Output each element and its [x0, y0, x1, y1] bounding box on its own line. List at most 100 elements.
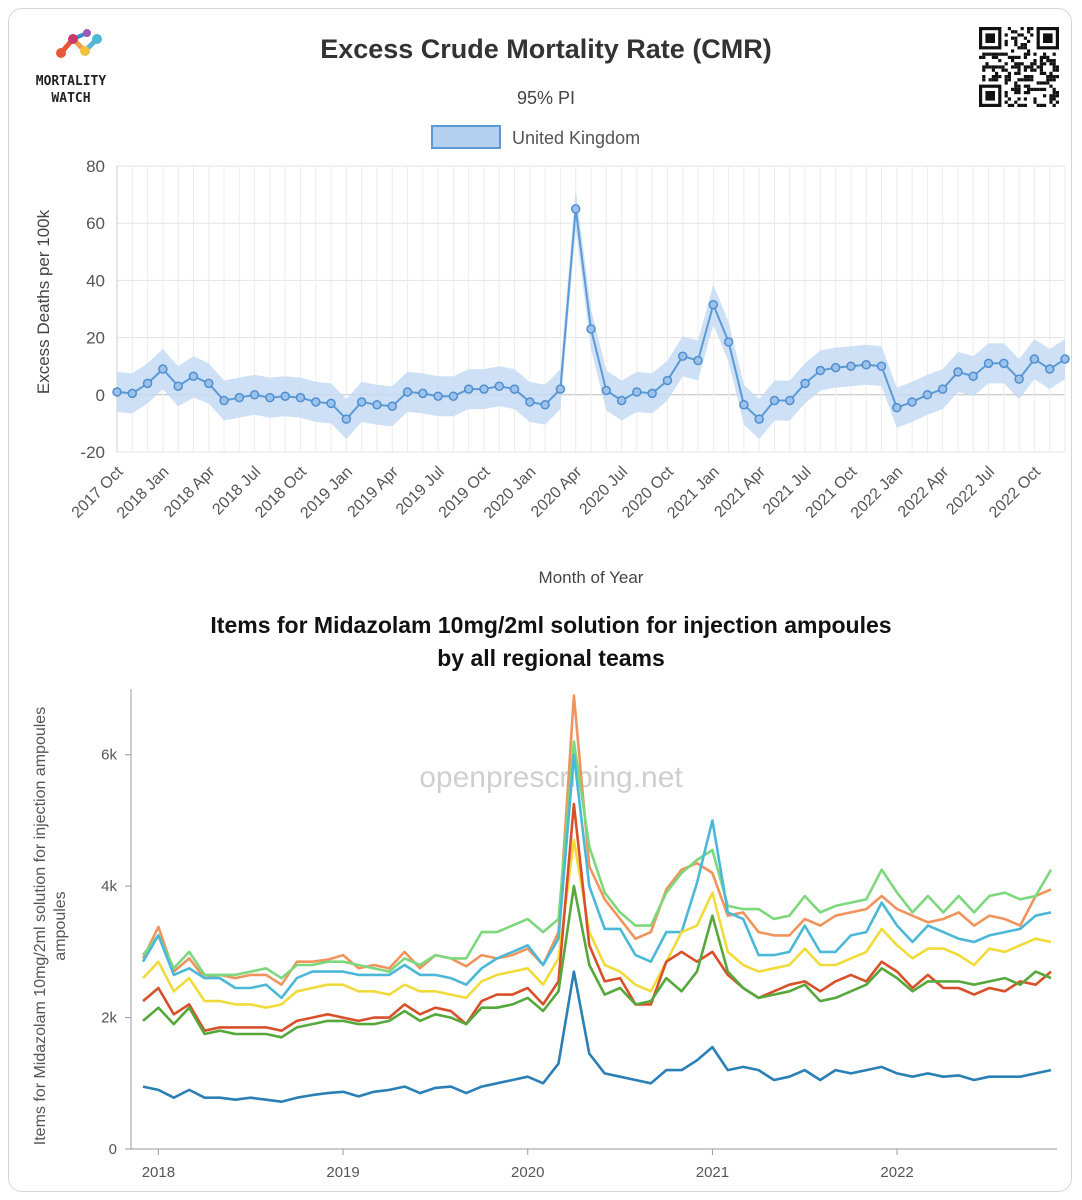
cmr-data-point[interactable] [463, 384, 474, 394]
cmr-data-point[interactable] [892, 402, 902, 413]
cmr-data-point[interactable] [326, 398, 336, 409]
cmr-data-point[interactable] [479, 384, 489, 394]
cmr-data-point[interactable] [846, 361, 856, 371]
cmr-data-point[interactable] [265, 392, 275, 403]
midazolam-x-tick-labels: 2018 2019 2020 2021 2022 [142, 1164, 914, 1181]
cmr-data-point[interactable] [494, 381, 505, 391]
qr-module [1017, 62, 1021, 66]
cmr-data-point[interactable] [815, 365, 826, 376]
qr-module [1014, 100, 1018, 104]
cmr-data-point[interactable] [249, 390, 260, 400]
cmr-data-point[interactable] [769, 395, 780, 406]
cmr-data-point[interactable] [142, 378, 153, 389]
cmr-data-point[interactable] [800, 378, 810, 389]
cmr-data-point[interactable] [937, 384, 948, 394]
cmr-data-point[interactable] [922, 390, 933, 400]
qr-module [1052, 97, 1056, 101]
cmr-prediction-interval-band [117, 188, 1065, 440]
qr-module [1020, 43, 1024, 47]
cmr-data-point[interactable] [418, 388, 428, 399]
cmr-data-point[interactable] [1029, 354, 1040, 364]
cmr-data-point[interactable] [433, 391, 443, 401]
cmr-data-point[interactable] [570, 204, 581, 214]
cmr-data-point[interactable] [387, 401, 397, 411]
qr-module [1043, 87, 1047, 91]
qr-module [998, 59, 1002, 63]
cmr-data-point[interactable] [999, 358, 1009, 369]
cmr-data-point[interactable] [402, 387, 413, 397]
cmr-data-point[interactable] [754, 414, 764, 424]
cmr-data-point[interactable] [173, 381, 183, 391]
cmr-data-point[interactable] [968, 371, 979, 381]
cmr-data-point[interactable] [953, 367, 963, 377]
cmr-data-point[interactable] [1044, 364, 1055, 374]
cmr-data-point[interactable] [662, 375, 673, 386]
midazolam-series-line-2[interactable] [141, 740, 1053, 980]
cmr-data-point[interactable] [341, 414, 352, 424]
cmr-data-point[interactable] [219, 395, 229, 406]
qr-module [1017, 46, 1021, 50]
cmr-data-point[interactable] [861, 360, 871, 370]
cmr-data-point[interactable] [311, 397, 321, 407]
midazolam-series-lines [141, 694, 1053, 1103]
qr-module [1017, 84, 1021, 88]
qr-module [991, 55, 995, 59]
cmr-data-point[interactable] [280, 391, 290, 401]
midazolam-series-line-5[interactable] [142, 802, 1052, 1032]
qr-module [1020, 62, 1024, 66]
cmr-data-point[interactable] [907, 397, 917, 407]
cmr-data-point[interactable] [127, 388, 138, 399]
cmr-data-point[interactable] [785, 395, 795, 406]
cmr-data-point[interactable] [509, 384, 520, 394]
cmr-data-point[interactable] [830, 362, 841, 373]
cmr-data-point[interactable] [372, 400, 382, 410]
qr-module [1039, 81, 1043, 85]
cmr-data-point[interactable] [188, 371, 199, 381]
qr-module [1027, 75, 1031, 79]
cmr-data-point[interactable] [677, 351, 688, 361]
cmr-data-point[interactable] [356, 397, 367, 407]
cmr-data-point[interactable] [555, 384, 566, 394]
cmr-data-point[interactable] [876, 361, 887, 371]
qr-module [1023, 91, 1027, 95]
midazolam-series-line-6[interactable] [142, 884, 1052, 1039]
qr-module [995, 71, 999, 75]
qr-module [991, 75, 995, 79]
cmr-data-point[interactable] [601, 385, 612, 396]
cmr-data-point[interactable] [616, 395, 627, 406]
cmr-data-point[interactable] [448, 391, 459, 401]
cmr-data-point[interactable] [158, 364, 168, 374]
cmr-legend[interactable]: United Kingdom [431, 125, 640, 149]
cmr-data-point[interactable] [295, 392, 306, 403]
midazolam-x-tick-label: 2022 [880, 1164, 913, 1181]
cmr-data-point[interactable] [586, 324, 596, 334]
cmr-data-point[interactable] [693, 355, 703, 366]
logo-molecule-icon [56, 29, 102, 58]
cmr-data-point[interactable] [708, 299, 719, 310]
qr-module [1004, 78, 1008, 82]
cmr-data-point[interactable] [1060, 354, 1070, 364]
cmr-data-point[interactable] [234, 392, 245, 403]
cmr-data-point[interactable] [112, 387, 122, 397]
qr-module [1011, 87, 1015, 91]
cmr-data-point[interactable] [647, 388, 657, 399]
midazolam-series-line-7[interactable] [142, 970, 1052, 1103]
midazolam-series-line-4[interactable] [142, 838, 1052, 1009]
midazolam-series-line-3[interactable] [141, 753, 1052, 1000]
qr-module [995, 78, 999, 82]
cmr-data-point[interactable] [203, 378, 214, 389]
cmr-data-point[interactable] [540, 400, 550, 410]
cmr-data-point[interactable] [983, 358, 994, 369]
qr-module [1011, 55, 1015, 59]
cmr-data-point[interactable] [739, 400, 749, 410]
qr-module [1043, 55, 1047, 59]
qr-module [1014, 84, 1018, 88]
cmr-data-point[interactable] [1014, 374, 1024, 384]
cmr-data-point[interactable] [525, 397, 535, 407]
qr-module [1033, 59, 1037, 63]
midazolam-y-tick-label: 2k [101, 1010, 117, 1027]
qr-module [1023, 68, 1027, 72]
qr-module [1039, 65, 1043, 69]
cmr-data-point[interactable] [632, 387, 642, 397]
cmr-data-point[interactable] [723, 337, 734, 347]
